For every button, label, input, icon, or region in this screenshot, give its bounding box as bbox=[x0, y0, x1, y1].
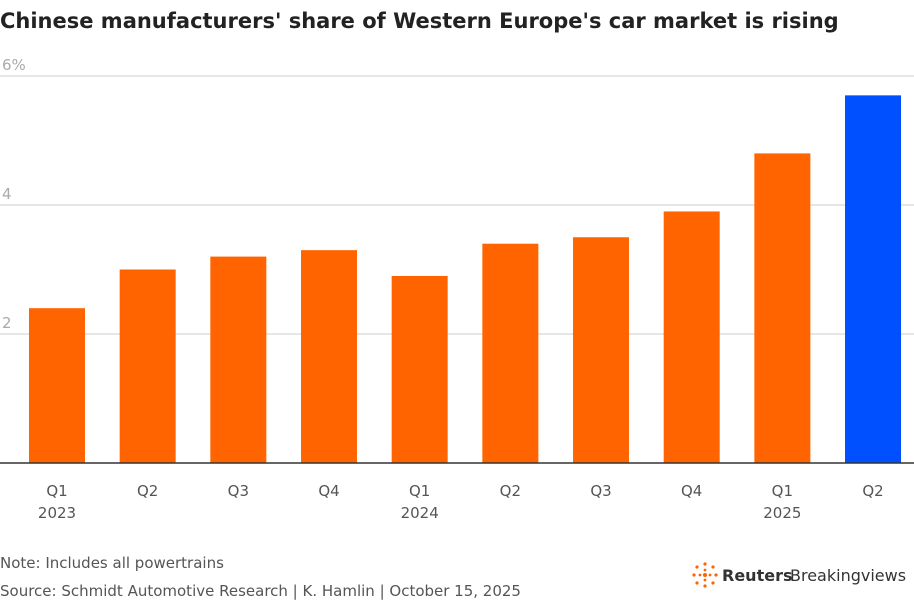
bar bbox=[845, 95, 902, 463]
y-tick-label: 6% bbox=[2, 56, 26, 74]
y-tick-label: 4 bbox=[2, 185, 12, 203]
x-tick-label: Q1 bbox=[772, 482, 793, 500]
x-tick-label: Q1 bbox=[409, 482, 430, 500]
x-year-label: 2023 bbox=[38, 504, 76, 522]
x-tick-label: Q1 bbox=[46, 482, 67, 500]
logo-product: Breakingviews bbox=[790, 566, 906, 585]
logo-icon bbox=[692, 562, 718, 588]
x-tick-label: Q3 bbox=[590, 482, 611, 500]
chart-title: Chinese manufacturers' share of Western … bbox=[0, 9, 839, 33]
x-tick-label: Q2 bbox=[137, 482, 158, 500]
x-tick-label: Q2 bbox=[500, 482, 521, 500]
logo-brand: Reuters bbox=[722, 566, 792, 585]
x-tick-label: Q3 bbox=[228, 482, 249, 500]
x-year-label: 2025 bbox=[763, 504, 801, 522]
bar bbox=[391, 275, 448, 463]
x-tick-label: Q4 bbox=[681, 482, 702, 500]
x-year-label: 2024 bbox=[401, 504, 439, 522]
bar bbox=[29, 308, 85, 463]
bar bbox=[754, 153, 811, 463]
source: Source: Schmidt Automotive Research | K.… bbox=[0, 582, 521, 600]
note: Note: Includes all powertrains bbox=[0, 554, 224, 572]
x-tick-label: Q2 bbox=[862, 482, 883, 500]
bar bbox=[210, 256, 267, 463]
bar bbox=[663, 211, 720, 463]
bar bbox=[119, 269, 176, 463]
y-tick-label: 2 bbox=[2, 314, 12, 332]
bar bbox=[573, 237, 630, 463]
bar bbox=[482, 243, 539, 463]
bar bbox=[301, 250, 358, 463]
x-tick-label: Q4 bbox=[318, 482, 339, 500]
